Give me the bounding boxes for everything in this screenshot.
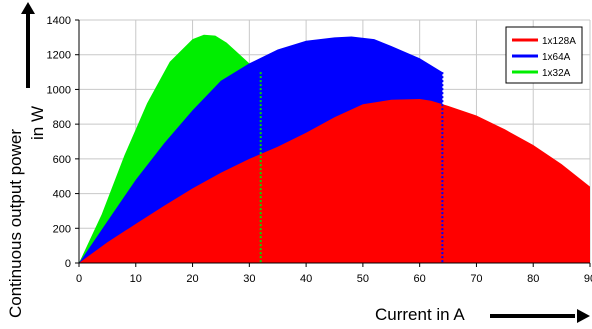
x-tick-label: 40 (300, 273, 312, 285)
y-tick-label: 400 (53, 189, 71, 201)
legend: 1x128A 1x64A 1x32A (505, 26, 583, 84)
y-tick-label: 200 (53, 223, 71, 235)
y-tick-label: 1400 (47, 15, 71, 27)
y-tick-label: 600 (53, 154, 71, 166)
y-tick-label: 800 (53, 119, 71, 131)
series-areas (79, 34, 590, 263)
x-tick-label: 80 (527, 273, 539, 285)
x-tick-label: 30 (243, 273, 255, 285)
legend-label: 1x128A (542, 36, 576, 47)
x-tick-label: 0 (76, 273, 82, 285)
y-tick-label: 0 (65, 258, 71, 270)
y-axis-arrowhead (21, 2, 35, 14)
x-tick-label: 50 (357, 273, 369, 285)
y-tick-labels: 0 200 400 600 800 1000 1200 1400 (47, 15, 71, 270)
x-tick-label: 20 (186, 273, 198, 285)
x-axis-arrowhead (577, 309, 590, 323)
x-tick-label: 60 (414, 273, 426, 285)
series-area-1x128a (79, 99, 590, 263)
y-tick-label: 1200 (47, 50, 71, 62)
x-axis-title: Current in A (375, 305, 465, 324)
axes (75, 19, 591, 267)
x-tick-labels: 0 10 20 30 40 50 60 70 80 90 (76, 273, 592, 285)
x-tick-label: 90 (584, 273, 592, 285)
x-tick-label: 10 (130, 273, 142, 285)
y-tick-label: 1000 (47, 84, 71, 96)
legend-label: 1x64A (542, 52, 571, 63)
y-axis-title-line1: Continuous output power (6, 129, 25, 318)
y-axis-title-line2: in W (28, 106, 47, 140)
x-tick-label: 70 (470, 273, 482, 285)
legend-label: 1x32A (542, 68, 571, 79)
